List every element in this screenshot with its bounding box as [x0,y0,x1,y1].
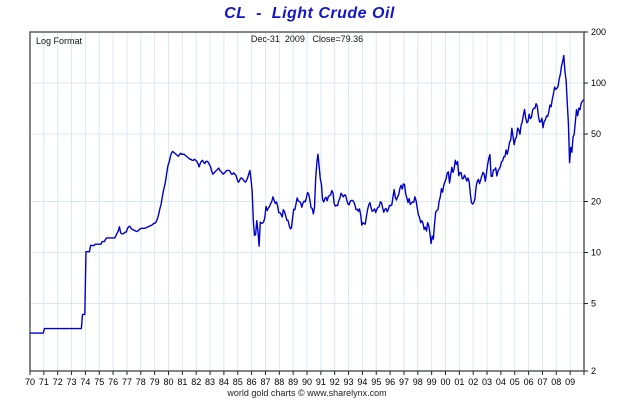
x-tick-label: 71 [39,377,49,387]
x-tick-label: 79 [150,377,160,387]
x-tick-label: 02 [468,377,478,387]
x-tick-label: 92 [330,377,340,387]
x-tick-label: 96 [385,377,395,387]
x-tick-label: 07 [537,377,547,387]
x-tick-label: 76 [108,377,118,387]
log-format-label: Log Format [36,36,83,46]
x-tick-label: 73 [67,377,77,387]
x-tick-label: 04 [496,377,506,387]
x-tick-label: 94 [357,377,367,387]
x-tick-label: 08 [551,377,561,387]
x-tick-label: 80 [163,377,173,387]
credit-line: world gold charts © www.sharelynx.com [227,388,387,398]
x-tick-label: 85 [233,377,243,387]
x-tick-label: 77 [122,377,132,387]
x-tick-label: 01 [454,377,464,387]
x-tick-label: 03 [482,377,492,387]
y-tick-label: 10 [591,248,601,258]
x-tick-label: 97 [399,377,409,387]
x-tick-label: 84 [219,377,229,387]
x-tick-label: 05 [510,377,520,387]
x-tick-label: 91 [316,377,326,387]
x-tick-label: 81 [177,377,187,387]
x-tick-label: 74 [80,377,90,387]
x-tick-label: 06 [524,377,534,387]
x-tick-label: 86 [247,377,257,387]
y-tick-label: 100 [591,78,606,88]
x-tick-label: 90 [302,377,312,387]
x-tick-label: 89 [288,377,298,387]
x-tick-label: 75 [94,377,104,387]
x-tick-label: 88 [274,377,284,387]
y-tick-label: 200 [591,27,606,37]
x-tick-label: 98 [413,377,423,387]
x-tick-label: 87 [260,377,270,387]
x-tick-label: 83 [205,377,215,387]
x-tick-label: 95 [371,377,381,387]
x-tick-label: 82 [191,377,201,387]
x-tick-label: 70 [25,377,35,387]
x-tick-label: 00 [440,377,450,387]
chart-title: CL - Light Crude Oil [224,5,395,22]
y-tick-label: 50 [591,129,601,139]
x-tick-label: 93 [344,377,354,387]
x-tick-label: 99 [427,377,437,387]
x-tick-label: 78 [136,377,146,387]
x-tick-label: 72 [53,377,63,387]
y-tick-label: 2 [591,366,596,376]
chart-subtitle: Dec-31 2009 Close=79.36 [250,34,364,44]
x-tick-label: 09 [565,377,575,387]
price-line [29,54,585,334]
y-tick-label: 20 [591,197,601,207]
y-tick-label: 5 [591,299,596,309]
